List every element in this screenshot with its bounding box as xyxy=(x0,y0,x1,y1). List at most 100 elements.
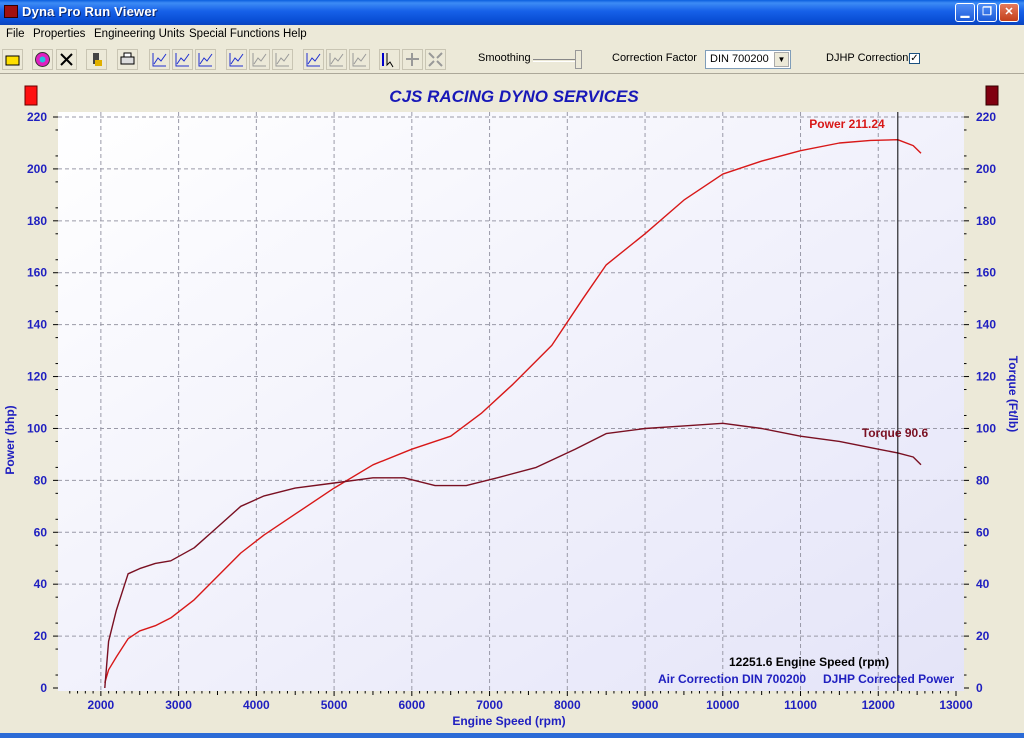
smoothing-slider[interactable] xyxy=(533,59,578,62)
chevron-down-icon[interactable]: ▼ xyxy=(774,52,789,67)
graph-button[interactable] xyxy=(349,49,370,70)
color-icon xyxy=(35,52,50,67)
cursor-rpm-value: 12251.6 xyxy=(729,655,773,669)
dyno-chart: CJS RACING DYNO SERVICES 0 0 20 20 40 40 60 60 8… xyxy=(0,76,1024,733)
status-strip xyxy=(0,733,1024,738)
graph-button[interactable] xyxy=(226,49,247,70)
window-title: Dyna Pro Run Viewer xyxy=(22,4,158,19)
graph-button[interactable] xyxy=(272,49,293,70)
chart-title: CJS RACING DYNO SERVICES xyxy=(389,87,639,106)
y2-tick-label: 120 xyxy=(976,370,996,384)
plot-area[interactable] xyxy=(58,112,964,691)
smoothing-slider-thumb[interactable] xyxy=(575,50,582,69)
load-icon xyxy=(93,53,102,66)
y2-tick-label: 140 xyxy=(976,318,996,332)
y-tick-label: 180 xyxy=(27,214,47,228)
close-icon xyxy=(60,53,73,66)
restore-button[interactable]: ❐ xyxy=(977,3,997,22)
y-axis-label: Power (bhp) xyxy=(3,405,17,474)
graph-button[interactable] xyxy=(303,49,324,70)
load-button[interactable] xyxy=(86,49,107,70)
y2-tick-label: 0 xyxy=(976,681,983,695)
x-tick-label: 11000 xyxy=(784,698,817,712)
y2-tick-label: 200 xyxy=(976,162,996,176)
y-tick-label: 60 xyxy=(34,525,48,539)
correction-factor-label: Correction Factor xyxy=(612,52,697,64)
graph-button[interactable] xyxy=(172,49,193,70)
menu-file[interactable]: File xyxy=(6,28,25,40)
y-tick-label: 20 xyxy=(34,629,48,643)
y-tick-label: 220 xyxy=(27,110,47,124)
y-tick-label: 80 xyxy=(34,473,48,487)
y2-axis-label: Torque (Ft/lb) xyxy=(1006,356,1020,432)
graph-icon xyxy=(252,53,267,67)
graph-button[interactable] xyxy=(326,49,347,70)
power-annotation: Power 211.24 xyxy=(809,117,885,131)
menu-help[interactable]: Help xyxy=(283,28,307,40)
x-tick-label: 9000 xyxy=(632,698,659,712)
y-tick-label: 200 xyxy=(27,162,47,176)
toolbar xyxy=(0,45,1024,74)
x-tick-label: 10000 xyxy=(706,698,740,712)
right-axis-color-swatch[interactable] xyxy=(985,85,999,106)
x-tick-label: 13000 xyxy=(939,698,973,712)
torque-annotation: Torque 90.6 xyxy=(862,426,929,440)
graph-icon xyxy=(329,53,344,67)
y2-tick-label: 220 xyxy=(976,110,996,124)
y2-tick-label: 60 xyxy=(976,525,990,539)
grid-icon xyxy=(406,53,419,66)
torque-series-line[interactable] xyxy=(104,422,922,689)
power-series-line[interactable] xyxy=(104,139,922,683)
graph-icon xyxy=(198,53,213,67)
correction-factor-select[interactable]: DIN 700200 ▼ xyxy=(705,50,791,69)
zoom-icon xyxy=(428,52,443,67)
air-correction-label: Air Correction DIN 700200 xyxy=(658,672,806,686)
color-button[interactable] xyxy=(32,49,53,70)
left-axis-color-swatch[interactable] xyxy=(24,85,38,106)
y2-tick-label: 180 xyxy=(976,214,996,228)
grid-button[interactable] xyxy=(402,49,423,70)
graph-icon xyxy=(352,53,367,67)
x-tick-label: 4000 xyxy=(243,698,270,712)
graph-icon xyxy=(175,53,190,67)
graph-button[interactable] xyxy=(195,49,216,70)
minimize-button[interactable]: ▁ xyxy=(955,3,975,22)
zoom-button[interactable] xyxy=(425,49,446,70)
y-tick-label: 160 xyxy=(27,266,47,280)
graph-button[interactable] xyxy=(249,49,270,70)
x-tick-label: 3000 xyxy=(165,698,192,712)
y2-tick-label: 40 xyxy=(976,577,990,591)
title-bar[interactable]: Dyna Pro Run Viewer ▁ ❐ ✕ xyxy=(0,0,1024,25)
y-tick-label: 0 xyxy=(40,681,47,695)
menu-special-functions[interactable]: Special Functions xyxy=(189,28,280,40)
y2-tick-label: 100 xyxy=(976,421,996,435)
y2-tick-label: 20 xyxy=(976,629,990,643)
cursor-button[interactable] xyxy=(379,49,400,70)
open-icon xyxy=(5,55,20,66)
menu-properties[interactable]: Properties xyxy=(33,28,86,40)
cursor-icon xyxy=(382,53,394,68)
graph-icon xyxy=(275,53,290,67)
clear-button[interactable] xyxy=(56,49,77,70)
grid-lines xyxy=(58,112,964,691)
menu-bar: File Properties Engineering Units Specia… xyxy=(0,25,1024,45)
y-tick-label: 140 xyxy=(27,318,47,332)
x-tick-label: 6000 xyxy=(398,698,425,712)
cursor-rpm-label: Engine Speed (rpm) xyxy=(776,655,889,669)
y-tick-label: 100 xyxy=(27,421,47,435)
graph-icon xyxy=(229,53,244,67)
axis-ticks: 0 0 20 20 40 40 60 60 80 80 100 100 120 120 140 140 160 1… xyxy=(27,110,996,712)
djhp-correction-checkbox[interactable]: ✓ xyxy=(909,53,920,64)
app-icon xyxy=(4,5,18,18)
open-button[interactable] xyxy=(2,49,23,70)
y2-tick-label: 80 xyxy=(976,473,990,487)
x-tick-label: 5000 xyxy=(321,698,348,712)
cursor-readout: 12251.6 Engine Speed (rpm) xyxy=(729,655,889,669)
print-button[interactable] xyxy=(117,49,138,70)
corrected-power-label: DJHP Corrected Power xyxy=(823,672,954,686)
close-button[interactable]: ✕ xyxy=(999,3,1019,22)
graph-button[interactable] xyxy=(149,49,170,70)
x-axis-label: Engine Speed (rpm) xyxy=(452,714,565,728)
menu-engineering-units[interactable]: Engineering Units xyxy=(94,28,185,40)
